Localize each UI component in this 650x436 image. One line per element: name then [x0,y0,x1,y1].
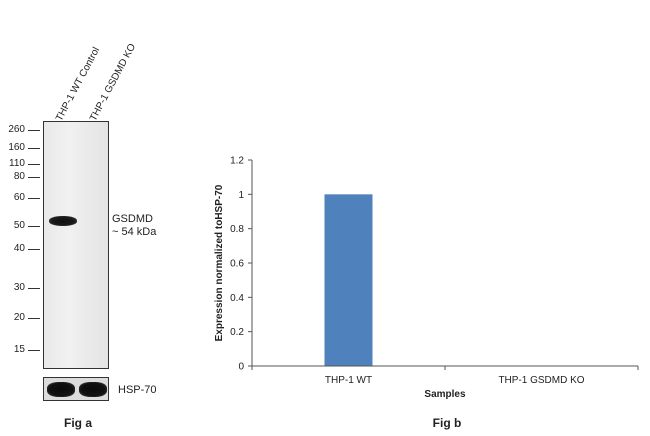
mw-tick [28,148,40,149]
y-tick-label: 0.4 [230,293,244,304]
mw-tick [28,177,40,178]
y-tick-label: 0.2 [230,327,244,338]
bar-0 [324,194,373,366]
y-tick-label: 0.8 [230,224,244,235]
x-tick-label: THP-1 WT [325,375,372,386]
y-tick-label: 1.2 [230,156,244,167]
mw-tick [28,318,40,319]
y-tick-label: 1 [238,190,244,201]
target-protein-label: GSDMD [112,213,153,225]
mw-tick [28,130,40,131]
mw-marker-80: 80 [13,171,25,182]
x-axis-ticks: THP-1 WT THP-1 GSDMD KO [251,366,639,386]
fig-b-caption: Fig b [433,416,462,430]
y-tick-label: 0.6 [230,259,244,270]
loading-control-membrane [43,377,109,401]
fig-a-caption: Fig a [64,416,93,430]
mw-marker-110: 110 [9,158,25,169]
x-axis-title: Samples [424,389,466,400]
loading-control-label: HSP-70 [118,384,157,396]
blot-membrane [43,121,109,369]
mw-marker-20: 20 [13,312,25,323]
y-tick-label: 0 [238,362,244,373]
mw-marker-260: 260 [8,124,25,135]
mw-tick [28,288,40,289]
mw-marker-30: 30 [13,282,25,293]
y-axis-title: Expression normalized toHSP-70 [214,184,225,341]
hsp70-band-wt [47,382,75,397]
mw-marker-60: 60 [13,192,25,203]
mw-tick [28,198,40,199]
mw-marker-40: 40 [13,243,25,254]
mw-marker-15: 15 [13,344,25,355]
gsdmd-band-wt [49,216,77,226]
mw-tick [28,249,40,250]
y-axis-ticks: 0 0.2 0.4 0.6 0.8 1 1.2 [230,156,252,373]
mw-tick [28,226,40,227]
bars [324,194,373,366]
hsp70-band-ko [79,382,107,397]
western-blot-panel: THP-1 WT Control THP-1 GSDMD KO 260 160 … [0,0,200,436]
mw-tick [28,350,40,351]
mw-marker-50: 50 [13,220,25,231]
mw-marker-160: 160 [8,142,25,153]
target-size-label: ~ 54 kDa [112,226,157,238]
x-tick-label: THP-1 GSDMD KO [498,375,584,386]
bar-chart: 0 0.2 0.4 0.6 0.8 1 1.2 THP-1 WT THP-1 GSDMD KO… [214,156,639,430]
mw-tick [28,164,40,165]
